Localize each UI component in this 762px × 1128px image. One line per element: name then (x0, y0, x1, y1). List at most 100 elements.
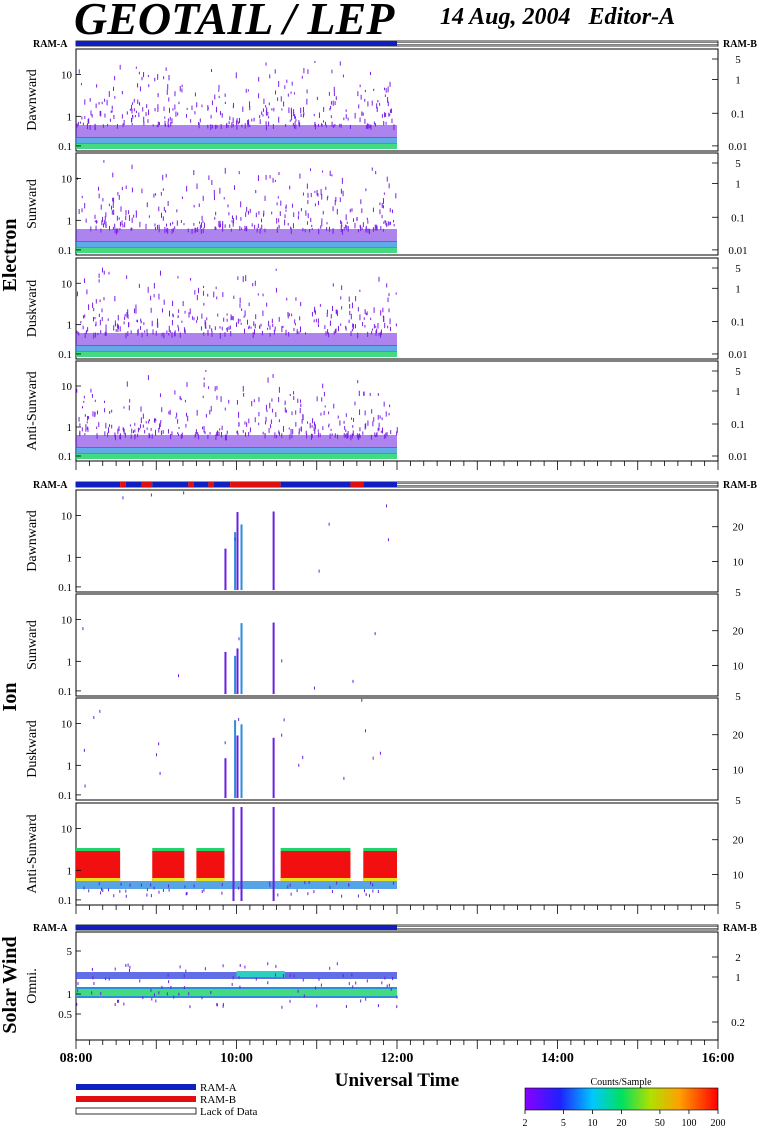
electron-anti-sunward-count (177, 432, 179, 435)
electron-sunward-count (302, 192, 304, 196)
solar-omni-count (348, 982, 350, 986)
electron-dawnward-count (376, 106, 378, 113)
ion-dawnward-spike (234, 532, 237, 590)
electron-duskward-count (95, 299, 97, 304)
electron-duskward-count (114, 295, 116, 302)
electron-sunward-count (309, 168, 311, 171)
electron-anti-sunward-count (96, 426, 98, 430)
electron-anti-sunward-count (219, 428, 221, 431)
electron-duskward-count (233, 295, 235, 299)
electron-dawnward-count (249, 101, 251, 108)
electron-dawnward-count (280, 96, 282, 102)
electron-dawnward-count (186, 114, 188, 118)
electron-anti-sunward-count (317, 429, 319, 432)
electron-dawnward-count (109, 118, 111, 122)
electron-sunward-count (239, 225, 241, 231)
ion-anti-sunward-count (193, 884, 195, 888)
electron-anti-sunward-count (314, 424, 316, 430)
electron-anti-sunward-count (149, 434, 151, 439)
ion-anti-sunward-count (153, 886, 155, 890)
electron-duskward-count (116, 323, 118, 329)
electron-anti-sunward-count (205, 369, 207, 372)
electron-duskward-count (104, 332, 106, 336)
electron-anti-sunward-count (159, 423, 161, 430)
electron-sunward-count (379, 209, 381, 215)
electron-duskward-count (126, 275, 128, 279)
electron-anti-sunward-count (275, 412, 277, 418)
electron-dawnward-count (284, 85, 286, 89)
electron-sunward-count (246, 206, 248, 213)
electron-anti-sunward-count (248, 418, 250, 424)
electron-dawnward-count (314, 61, 316, 64)
electron-sunward-count (120, 206, 122, 212)
electron-anti-sunward-count (134, 429, 136, 433)
electron-anti-sunward-count (328, 424, 330, 428)
electron-dawnward-count (389, 113, 391, 116)
ram-a-label: RAM-A (33, 923, 68, 934)
ram-b-label: RAM-B (723, 480, 757, 491)
electron-dawnward-count (169, 116, 171, 121)
electron-duskward-count (300, 301, 302, 307)
electron-anti-sunward-count (120, 433, 122, 440)
electron-dawnward-count (152, 124, 154, 127)
electron-anti-sunward-count (369, 392, 371, 397)
electron-anti-sunward-count (88, 416, 90, 420)
electron-anti-sunward-count (237, 430, 239, 434)
electron-anti-sunward-count (396, 427, 398, 433)
electron-dawnward-count (94, 123, 96, 130)
electron-anti-sunward-count (216, 431, 218, 437)
electron-dawnward-count (359, 84, 361, 88)
electron-anti-sunward-count (343, 420, 345, 424)
electron-dawnward-count (302, 113, 304, 118)
electron-anti-sunward-count (78, 416, 80, 422)
electron-dawnward-count (381, 114, 383, 118)
ion-dawnward-right-tick-label: 10 (733, 556, 745, 568)
ion-anti-sunward-count (168, 888, 170, 892)
electron-sunward-count (276, 218, 278, 224)
electron-duskward-count (386, 283, 388, 288)
ion-anti-sunward-spectrogram (76, 807, 397, 901)
ion-anti-sunward-count (150, 894, 152, 898)
electron-sunward-count (222, 226, 224, 232)
electron-anti-sunward-count (347, 430, 349, 435)
electron-sunward-count (259, 227, 261, 234)
electron-dawnward-count (281, 108, 283, 111)
electron-duskward-count (168, 332, 170, 336)
electron-dawnward-count (113, 114, 115, 120)
electron-duskward-count (255, 314, 257, 320)
electron-duskward-left-tick-label: 10 (61, 278, 73, 290)
electron-dawnward-count (331, 121, 333, 127)
ion-anti-sunward-left-tick-label: 1 (67, 865, 73, 877)
ion-ram-bar-segment (141, 482, 153, 487)
electron-duskward-count (168, 325, 170, 332)
electron-anti-sunward-count (328, 423, 330, 426)
ion-duskward-count (238, 717, 240, 721)
electron-dawnward-count (247, 89, 249, 92)
electron-anti-sunward-count (364, 410, 366, 416)
electron-dawnward-count (303, 67, 305, 74)
x-tick-label: 12:00 (381, 1051, 414, 1066)
electron-duskward-count (287, 311, 289, 317)
electron-sunward-count (158, 227, 160, 233)
electron-anti-sunward-count (201, 426, 203, 430)
legend-lack-label: Lack of Data (200, 1106, 258, 1118)
electron-dawnward-count (294, 116, 296, 119)
electron-anti-sunward-count (279, 432, 281, 437)
group-label-ion: Ion (0, 683, 21, 712)
electron-duskward-count (169, 330, 171, 334)
electron-sunward-count (161, 212, 163, 218)
solar-omni-count (342, 974, 344, 978)
electron-anti-sunward-count (205, 413, 207, 418)
electron-sunward-count (322, 210, 324, 215)
electron-dawnward-count (292, 123, 294, 127)
ion-anti-sunward-red-block (363, 851, 397, 881)
electron-dawnward-count (148, 84, 150, 88)
ion-sunward-count (82, 627, 84, 631)
electron-anti-sunward-count (237, 432, 239, 436)
solar-omni-count (351, 973, 353, 977)
electron-duskward-count (389, 318, 391, 325)
electron-anti-sunward-count (129, 424, 131, 427)
electron-anti-sunward-left-tick-label: 1 (67, 422, 73, 434)
ion-duskward-count (298, 763, 300, 767)
electron-dawnward-count (135, 66, 137, 69)
